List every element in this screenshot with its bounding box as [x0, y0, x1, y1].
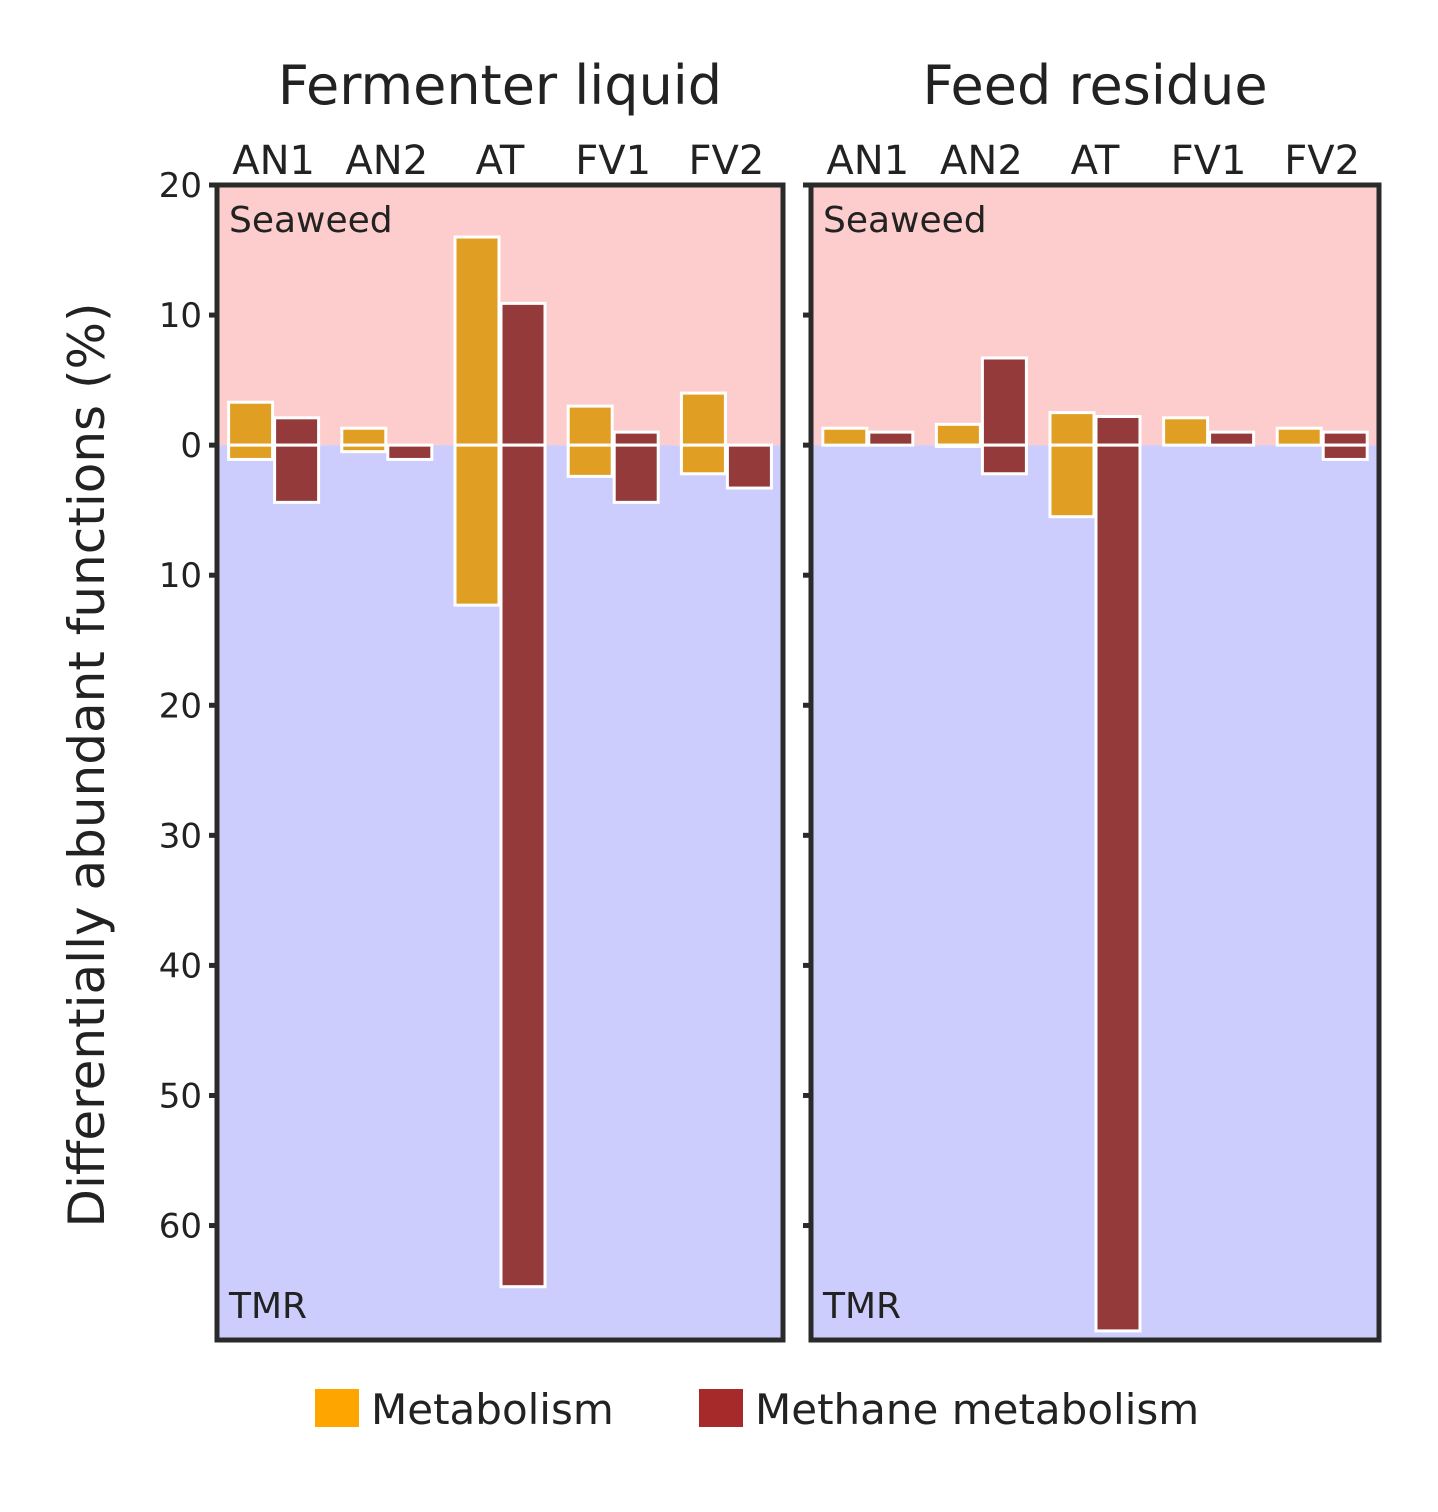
y-axis: 20 10 0 10 20 30 40 50 60 [159, 166, 202, 1247]
bar-methane-tmr [386, 443, 434, 461]
bar-methane-seaweed [499, 301, 547, 447]
category-label: AN1 [826, 138, 909, 184]
bar-metabolism-tmr [340, 443, 388, 454]
bar-metabolism-tmr [679, 443, 727, 476]
panel-1: Fermenter liquid AN1 AN2 AT FV1 FV2 Seaweed TMR [209, 54, 786, 1343]
panels: Fermenter liquid AN1 AN2 AT FV1 FV2 Seaweed TMR… [209, 54, 1382, 1343]
seaweed-region [811, 185, 1379, 446]
bar-methane-tmr [612, 443, 660, 504]
bar-metabolism-seaweed [1048, 411, 1096, 447]
bar-metabolism-tmr [1048, 443, 1096, 519]
category-label: FV1 [575, 138, 651, 184]
bar-metabolism-seaweed [679, 391, 727, 447]
legend-label: Metabolism [371, 1385, 614, 1434]
legend: Metabolism Methane metabolism [315, 1385, 1199, 1434]
y-tick-label: 50 [159, 1076, 202, 1116]
bar-metabolism-seaweed [1275, 426, 1323, 447]
y-tick-label: 10 [159, 556, 202, 596]
bar-metabolism-seaweed [453, 235, 501, 447]
y-tick-label: 40 [159, 946, 202, 986]
bar-metabolism-seaweed [934, 422, 982, 447]
bar-metabolism-tmr [453, 443, 501, 607]
category-label: AN1 [232, 138, 315, 184]
bar-metabolism-seaweed [340, 426, 388, 447]
bar-methane-seaweed [1094, 415, 1142, 447]
region-label-seaweed: Seaweed [229, 200, 393, 241]
bar-metabolism-tmr [566, 443, 614, 478]
region-label-tmr: TMR [822, 1286, 901, 1327]
legend-swatch [315, 1389, 359, 1427]
bar-methane-tmr [725, 443, 773, 490]
category-label: AN2 [345, 138, 428, 184]
bar-methane-seaweed [980, 356, 1028, 447]
panel-frame [214, 182, 786, 1343]
legend-label: Methane metabolism [755, 1385, 1199, 1434]
region-label-tmr: TMR [228, 1286, 307, 1327]
bar-methane-tmr [1094, 443, 1142, 1333]
y-tick-label: 20 [159, 686, 202, 726]
bar-methane-tmr [1321, 443, 1369, 461]
category-label: AT [1071, 138, 1120, 184]
y-tick-label: 10 [159, 296, 202, 336]
category-label: AT [476, 138, 525, 184]
bar-metabolism-tmr [227, 443, 275, 461]
y-tick-label: 0 [180, 426, 202, 466]
bar-methane-seaweed [867, 430, 915, 447]
y-tick-label: 30 [159, 816, 202, 856]
bar-metabolism-seaweed [227, 400, 275, 447]
category-label: FV2 [688, 138, 764, 184]
facet-title: Feed residue [922, 54, 1267, 117]
bar-metabolism-seaweed [821, 426, 869, 447]
facet-title: Fermenter liquid [278, 54, 722, 117]
bar-methane-tmr [273, 443, 321, 504]
legend-swatch [699, 1389, 743, 1427]
bar-methane-tmr [980, 443, 1028, 476]
category-label: FV2 [1284, 138, 1360, 184]
bar-methane-seaweed [612, 430, 660, 447]
bar-metabolism-seaweed [566, 404, 614, 447]
category-label: AN2 [940, 138, 1023, 184]
panel-frame [808, 182, 1382, 1343]
y-tick-label: 20 [159, 166, 202, 206]
y-tick-label: 60 [159, 1207, 202, 1247]
category-label: FV1 [1171, 138, 1247, 184]
bar-methane-tmr [499, 443, 547, 1289]
bar-methane-seaweed [1321, 430, 1369, 447]
y-axis-label: Differentially abundant functions (%) [58, 303, 116, 1228]
region-label-seaweed: Seaweed [823, 200, 987, 241]
bar-metabolism-tmr [934, 443, 982, 448]
panel-2: Feed residue AN1 AN2 AT FV1 FV2 Seaweed TMR [803, 54, 1382, 1343]
bar-methane-seaweed [1208, 430, 1256, 447]
bar-metabolism-seaweed [1162, 416, 1210, 447]
bar-methane-seaweed [273, 416, 321, 447]
